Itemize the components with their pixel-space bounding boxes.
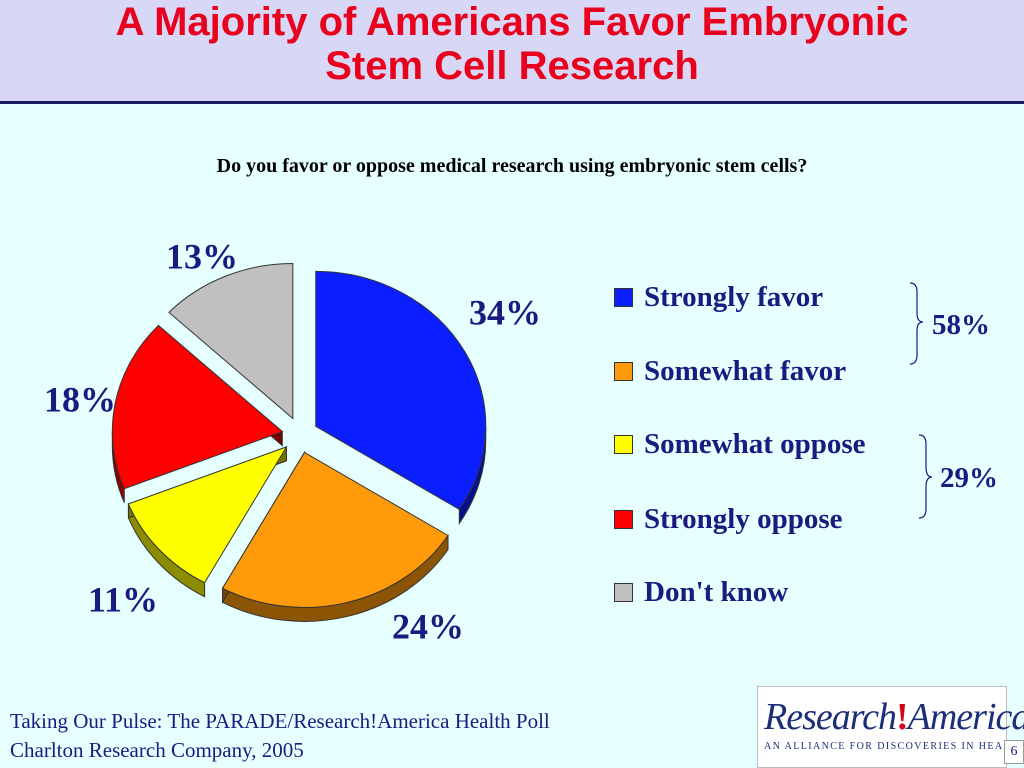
legend-item-strongly-oppose: Strongly oppose — [614, 501, 842, 537]
survey-question: Do you favor or oppose medical research … — [216, 155, 808, 177]
slide-title: A Majority of Americans Favor Embryonic … — [0, 0, 1024, 88]
legend-label-somewhat-favor: Somewhat favor — [644, 354, 847, 387]
legend-swatch-somewhat-oppose — [614, 434, 633, 454]
legend-swatch-strongly-oppose — [614, 509, 633, 529]
legend-label-strongly-oppose: Strongly oppose — [644, 502, 843, 535]
pie-slice-dont-know — [168, 262, 294, 420]
pie-slice-strongly-oppose — [111, 324, 284, 490]
title-banner: A Majority of Americans Favor Embryonic … — [0, 0, 1024, 104]
pie-label-somewhat-oppose: 11% — [88, 579, 158, 619]
legend-swatch-strongly-favor — [614, 287, 633, 307]
source-line-2: Charlton Research Company, 2005 — [10, 738, 304, 762]
pie-label-dont-know: 13% — [166, 236, 238, 276]
pie-label-strongly-oppose: 18% — [44, 379, 116, 419]
legend-label-dont-know: Don't know — [644, 575, 789, 608]
pie-slice-somewhat-oppose — [127, 445, 288, 584]
favor-bracket — [909, 282, 924, 365]
pie-slice-somewhat-favor — [221, 451, 449, 608]
favor-total-label: 58% — [932, 309, 990, 341]
pie-label-strongly-favor: 34% — [469, 292, 541, 332]
slide-title-line2: Stem Cell Research — [325, 44, 699, 88]
logo-wordmark: Research!America — [764, 696, 1024, 738]
slide-title-line1: A Majority of Americans Favor Embryonic — [115, 0, 909, 44]
oppose-bracket — [918, 434, 933, 519]
research-america-logo: Research!America AN ALLIANCE FOR DISCOVE… — [757, 686, 1024, 768]
source-line-1: Taking Our Pulse: The PARADE/Research!Am… — [10, 709, 550, 733]
legend-swatch-dont-know — [614, 582, 633, 602]
pie-slice-strongly-favor — [315, 270, 487, 511]
legend-item-somewhat-favor: Somewhat favor — [614, 353, 846, 389]
legend-item-strongly-favor: Strongly favor — [614, 279, 823, 315]
logo-tagline: AN ALLIANCE FOR DISCOVERIES IN HEALTH® — [764, 741, 1024, 752]
legend-label-somewhat-oppose: Somewhat oppose — [644, 427, 866, 460]
legend-item-dont-know: Don't know — [614, 574, 788, 610]
oppose-total-label: 29% — [940, 462, 998, 494]
pie-label-somewhat-favor: 24% — [392, 606, 464, 646]
legend-label-strongly-favor: Strongly favor — [644, 280, 824, 313]
legend-swatch-somewhat-favor — [614, 361, 633, 381]
legend-item-somewhat-oppose: Somewhat oppose — [614, 426, 866, 462]
slide-number: 6 — [1004, 740, 1024, 764]
source-footer: Taking Our Pulse: The PARADE/Research!Am… — [10, 707, 550, 765]
